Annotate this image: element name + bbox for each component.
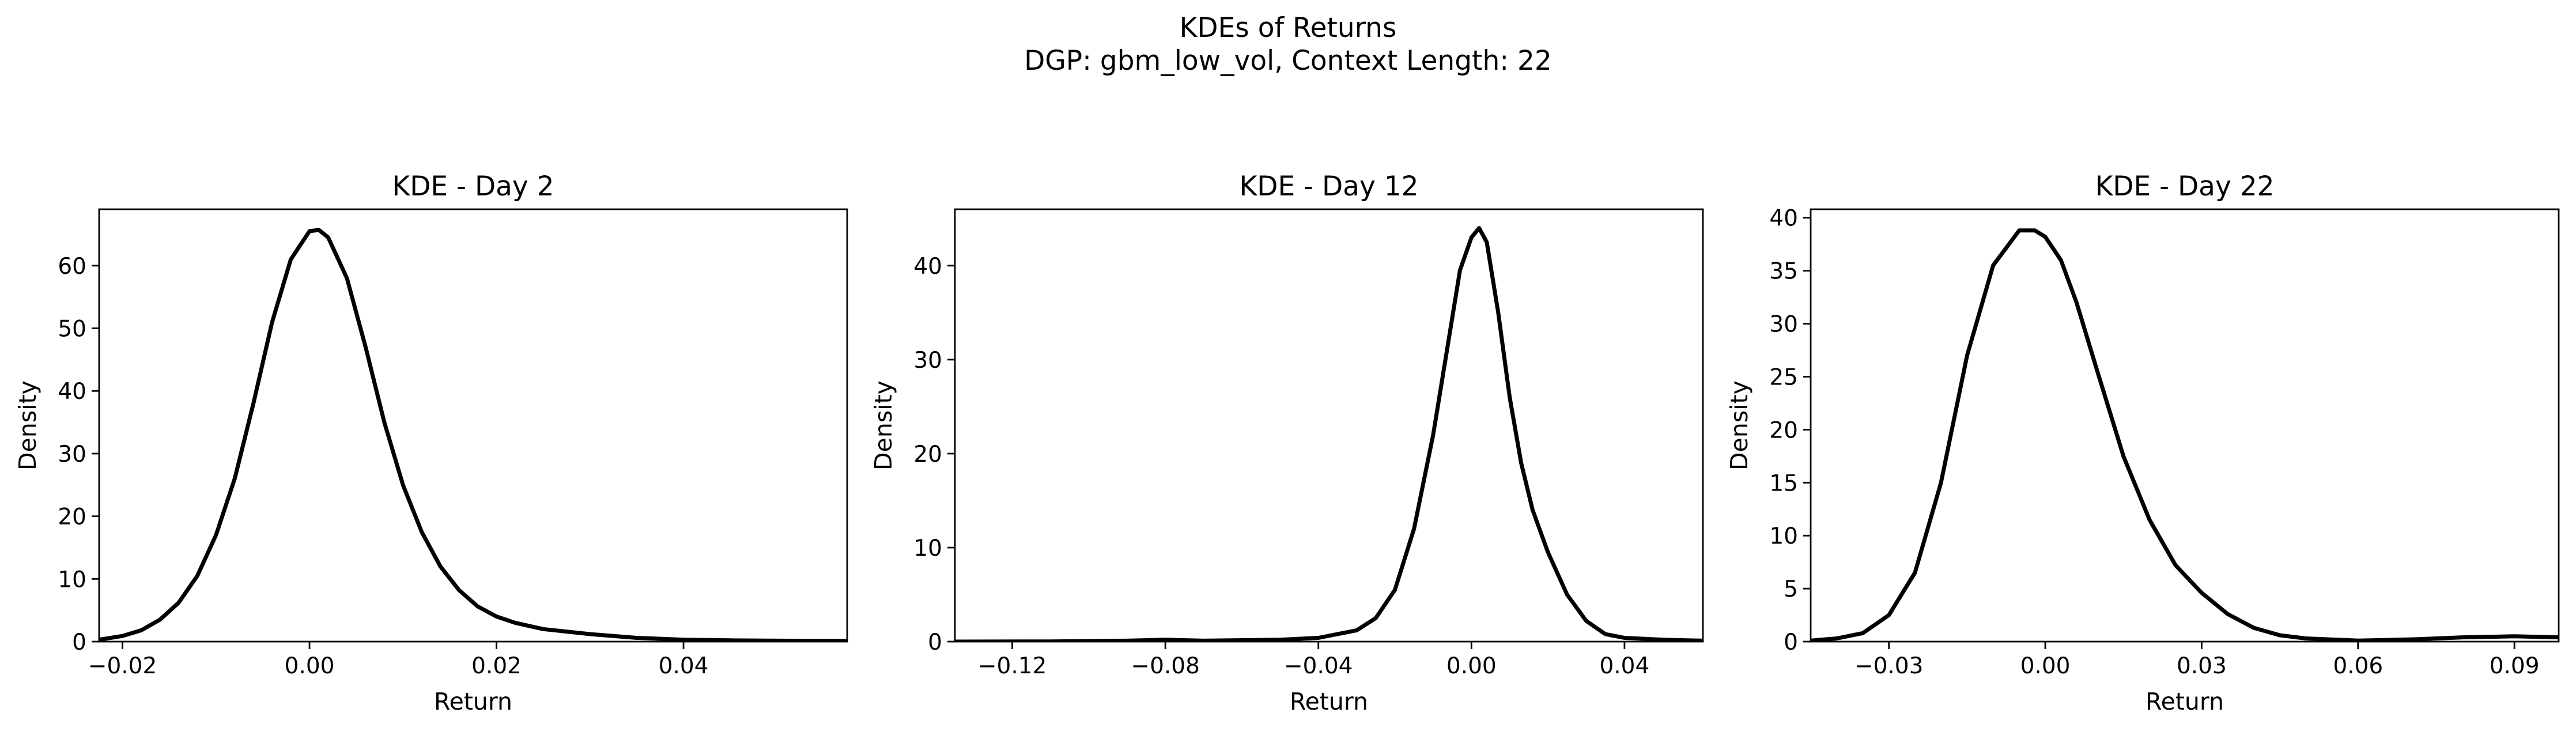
kde-panel-3: KDE - Day 22 −0.03 0.00 0.03 0.06 0.09 0 5 10 15 2… xyxy=(1725,171,2560,715)
y-axis-label: Density xyxy=(870,380,897,470)
x-tick-label: 0.03 xyxy=(2177,653,2227,679)
axes-frame xyxy=(1810,208,2560,643)
kde-curve xyxy=(1811,228,2559,642)
x-tick-label: 0.00 xyxy=(2020,653,2071,679)
figure-subtitle: DGP: gbm_low_vol, Context Length: 22 xyxy=(1024,45,1552,77)
y-tick-label: 60 xyxy=(58,254,86,280)
y-tick-label: 0 xyxy=(72,630,86,655)
panel-title: KDE - Day 22 xyxy=(2095,171,2274,202)
y-tick-label: 40 xyxy=(1769,206,1798,232)
y-tick-label: 0 xyxy=(1784,630,1798,655)
y-tick-label: 25 xyxy=(1769,364,1798,390)
y-tick-label: 30 xyxy=(913,348,942,374)
kde-panel-1: KDE - Day 2 −0.02 0.00 0.02 0.04 0 10 20 30 40 50 6… xyxy=(14,171,848,715)
kde-curve xyxy=(955,226,1703,642)
axes-frame xyxy=(954,208,1704,643)
y-tick-label: 35 xyxy=(1769,259,1798,285)
y-tick-label: 30 xyxy=(1769,312,1798,338)
panel-title: KDE - Day 2 xyxy=(392,171,554,202)
y-tick-label: 10 xyxy=(1769,523,1798,549)
kde-curve xyxy=(99,228,847,642)
figure-title: KDEs of Returns xyxy=(1180,12,1397,44)
y-tick-label: 5 xyxy=(1784,576,1798,602)
x-tick-label: 0.06 xyxy=(2333,653,2383,679)
x-tick-label: 0.04 xyxy=(1599,653,1649,679)
y-tick-label: 20 xyxy=(1769,417,1798,443)
x-tick-label: 0.09 xyxy=(2490,653,2540,679)
kde-panel-2: KDE - Day 12 −0.12 −0.08 −0.04 0.00 0.04 0 10 20… xyxy=(870,171,1704,715)
y-axis-label: Density xyxy=(1725,380,1753,470)
y-tick-label: 30 xyxy=(58,442,86,468)
y-tick-label: 50 xyxy=(58,316,86,342)
panel-title: KDE - Day 12 xyxy=(1239,171,1418,202)
y-tick-label: 10 xyxy=(58,567,86,593)
y-axis-label: Density xyxy=(14,380,41,470)
x-tick-label: −0.08 xyxy=(1131,653,1200,679)
x-tick-label: 0.02 xyxy=(471,653,522,679)
axes-frame xyxy=(98,208,848,643)
y-tick-label: 40 xyxy=(58,379,86,405)
x-axis-label: Return xyxy=(1290,688,1368,715)
x-axis-label: Return xyxy=(2146,688,2224,715)
y-tick-label: 40 xyxy=(913,254,942,280)
x-tick-label: −0.12 xyxy=(978,653,1047,679)
y-tick-label: 20 xyxy=(58,504,86,530)
x-tick-label: −0.03 xyxy=(1854,653,1924,679)
y-tick-label: 15 xyxy=(1769,470,1798,496)
x-tick-label: 0.00 xyxy=(285,653,335,679)
x-axis-label: Return xyxy=(434,688,512,715)
x-tick-label: 0.04 xyxy=(659,653,709,679)
x-tick-label: −0.02 xyxy=(88,653,157,679)
x-tick-label: −0.04 xyxy=(1284,653,1353,679)
y-tick-label: 20 xyxy=(913,442,942,468)
x-tick-label: 0.00 xyxy=(1446,653,1497,679)
y-tick-label: 0 xyxy=(928,630,942,655)
y-tick-label: 10 xyxy=(913,536,942,561)
